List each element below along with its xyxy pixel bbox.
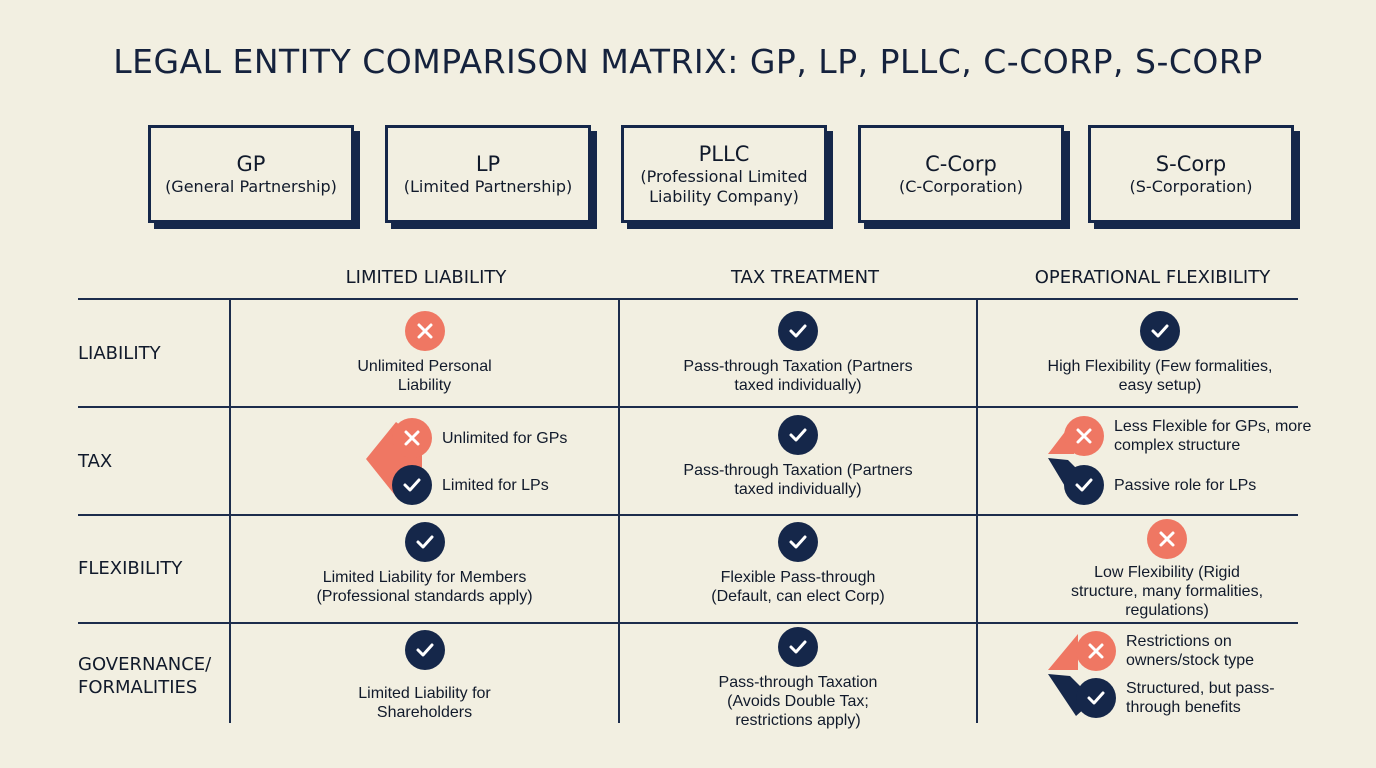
grid-line <box>618 298 620 723</box>
cell-text: Pass-through Taxation (Avoids Double Tax… <box>718 674 878 729</box>
split-cell: Unlimited for GPs Limited for LPs <box>360 414 610 509</box>
row-label-tax: TAX <box>78 451 113 472</box>
cross-icon <box>404 311 445 351</box>
split-item: Limited for LPs <box>392 465 549 505</box>
grid-line <box>976 298 978 723</box>
matrix-cell: Pass-through Taxation (Partners taxed in… <box>620 311 976 395</box>
check-icon <box>778 311 818 351</box>
split-item: Passive role for LPs <box>1064 465 1256 505</box>
entity-full-name: (Professional Limited Liability Company) <box>640 167 808 206</box>
split-item-text: Structured, but pass-through benefits <box>1126 680 1275 716</box>
column-header-tax-treatment: TAX TREATMENT <box>730 267 880 288</box>
entity-abbr: PLLC <box>698 142 750 166</box>
row-label-flexibility: FLEXIBILITY <box>78 558 183 579</box>
cell-text: Pass-through Taxation (Partners taxed in… <box>683 358 913 394</box>
check-icon <box>404 630 445 670</box>
entity-full-name: (Limited Partnership) <box>403 177 573 196</box>
check-icon <box>1140 311 1180 351</box>
matrix-cell: Pass-through Taxation (Avoids Double Tax… <box>620 627 976 730</box>
split-item: Unlimited for GPs <box>392 418 567 458</box>
cell-text: Limited Liability for Members (Professio… <box>316 569 533 605</box>
cross-icon <box>1064 416 1104 456</box>
cell-text: Pass-through Taxation (Partners taxed in… <box>683 462 913 498</box>
entity-box-lp: LP (Limited Partnership) <box>385 125 591 223</box>
check-icon <box>778 627 818 667</box>
matrix-cell: Pass-through Taxation (Partners taxed in… <box>620 415 976 499</box>
cell-text: Limited Liability for Shareholders <box>358 685 491 721</box>
check-icon <box>392 465 432 505</box>
cross-icon <box>1147 519 1187 559</box>
grid-line <box>78 622 1298 624</box>
row-label-liability: LIABILITY <box>78 343 161 364</box>
entity-abbr: C-Corp <box>925 152 997 176</box>
cell-text: Unlimited Personal Liability <box>357 358 492 394</box>
column-header-operational-flexibility: OPERATIONAL FLEXIBILITY <box>1034 267 1271 288</box>
split-item-text: Unlimited for GPs <box>442 429 568 447</box>
cell-text: High Flexibility (Few formalities, easy … <box>1047 358 1273 394</box>
matrix-cell: Unlimited Personal Liability <box>231 311 618 395</box>
check-icon <box>1076 678 1116 718</box>
matrix-cell: Low Flexibility (Rigid structure, many f… <box>978 519 1356 620</box>
grid-line <box>78 406 1298 408</box>
split-item-text: Restrictions on owners/stock type <box>1126 633 1255 669</box>
split-cell: Restrictions on owners/stock type Struct… <box>1044 626 1314 724</box>
cell-text: Low Flexibility (Rigid structure, many f… <box>1070 564 1264 619</box>
split-item: Less Flexible for GPs, more complex stru… <box>1064 416 1314 456</box>
check-icon <box>1064 465 1104 505</box>
cross-icon <box>1076 631 1116 671</box>
split-item-text: Less Flexible for GPs, more complex stru… <box>1114 418 1312 454</box>
check-icon <box>778 522 818 562</box>
check-icon <box>404 522 445 562</box>
column-header-limited-liability: LIMITED LIABILITY <box>345 267 507 288</box>
check-icon <box>778 415 818 455</box>
entity-full-name: (C-Corporation) <box>899 177 1023 196</box>
split-item-text: Passive role for LPs <box>1114 476 1257 494</box>
entity-box-c-corp: C-Corp (C-Corporation) <box>858 125 1064 223</box>
grid-line <box>229 298 231 723</box>
entity-abbr: S-Corp <box>1155 152 1227 176</box>
matrix-cell: Limited Liability for Members (Professio… <box>231 522 618 606</box>
matrix-cell: High Flexibility (Few formalities, easy … <box>978 311 1342 395</box>
grid-line <box>78 298 1298 300</box>
grid-line <box>78 514 1298 516</box>
matrix-cell: Flexible Pass-through (Default, can elec… <box>620 522 976 606</box>
split-item: Restrictions on owners/stock type <box>1076 631 1286 671</box>
row-label-governance: GOVERNANCE/ FORMALITIES <box>78 654 212 698</box>
split-item-text: Limited for LPs <box>442 476 549 494</box>
entity-box-pllc: PLLC (Professional Limited Liability Com… <box>621 125 827 223</box>
split-item: Structured, but pass-through benefits <box>1076 678 1296 718</box>
entity-abbr: GP <box>236 152 266 176</box>
page-title: LEGAL ENTITY COMPARISON MATRIX: GP, LP, … <box>113 42 1263 81</box>
split-cell: Less Flexible for GPs, more complex stru… <box>1044 412 1314 510</box>
entity-full-name: (General Partnership) <box>165 177 337 196</box>
cell-text: Flexible Pass-through (Default, can elec… <box>711 569 885 605</box>
cross-icon <box>392 418 432 458</box>
entity-full-name: (S-Corporation) <box>1129 177 1253 196</box>
matrix-cell: Limited Liability for Shareholders <box>231 630 618 722</box>
entity-abbr: LP <box>475 152 501 176</box>
entity-box-gp: GP (General Partnership) <box>148 125 354 223</box>
entity-box-s-corp: S-Corp (S-Corporation) <box>1088 125 1294 223</box>
